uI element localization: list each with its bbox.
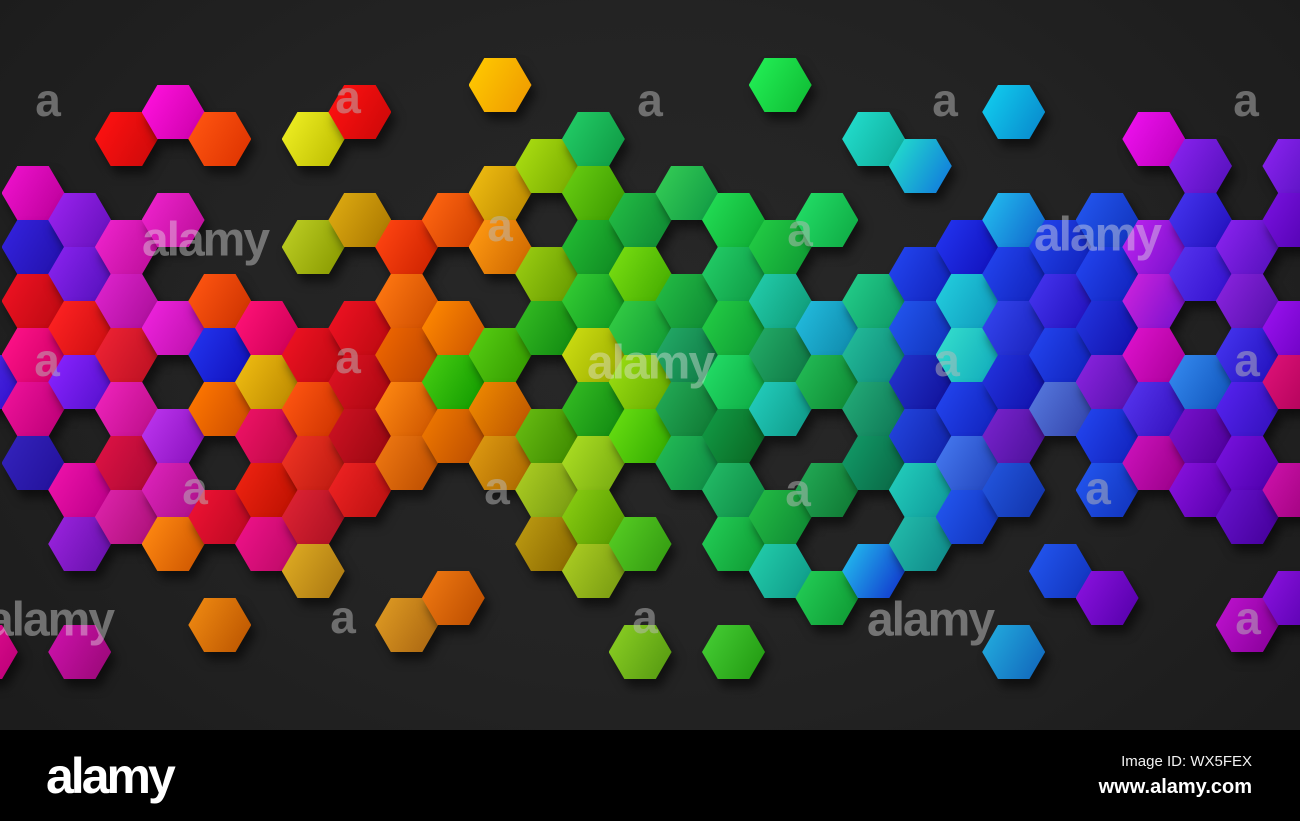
hexagon	[608, 625, 672, 679]
a-watermark: a	[34, 334, 60, 386]
hexagon	[1075, 571, 1139, 625]
footer-bar: alamy Image ID: WX5FEX www.alamy.com	[0, 730, 1300, 821]
a-watermark: a	[632, 591, 658, 643]
a-watermark: a	[330, 591, 356, 643]
hexagon	[188, 598, 252, 652]
a-watermark: a	[182, 462, 208, 514]
hexagon	[0, 625, 18, 679]
hexagon	[48, 625, 112, 679]
alamy-watermark: alamy	[0, 593, 115, 647]
a-watermark: a	[484, 462, 510, 514]
hexagon	[141, 193, 205, 247]
hexagon	[1262, 193, 1300, 247]
a-watermark: a	[787, 204, 813, 256]
image-id-text: Image ID: WX5FEX	[1121, 752, 1252, 770]
a-watermark: a	[487, 199, 513, 251]
alamy-watermark: alamy	[586, 336, 715, 390]
hexagon	[608, 517, 672, 571]
alamy-watermark: alamy	[141, 213, 270, 267]
hexagon	[888, 139, 952, 193]
hexagon	[188, 112, 252, 166]
hexagon	[1262, 301, 1300, 355]
hexagon	[561, 112, 625, 166]
a-watermark: a	[932, 74, 958, 126]
hexagon	[1262, 355, 1300, 409]
alamy-logo: alamy	[46, 747, 176, 804]
a-watermark: a	[1235, 592, 1261, 644]
hexagon	[1262, 463, 1300, 517]
footer-meta: Image ID: WX5FEX www.alamy.com	[1099, 753, 1252, 799]
a-watermark: a	[785, 464, 811, 516]
a-watermark: a	[637, 74, 663, 126]
a-watermark: a	[335, 331, 361, 383]
alamy-watermark: alamy	[1033, 208, 1162, 262]
hexagon	[1262, 139, 1300, 193]
hexagon	[421, 571, 485, 625]
hexagon	[1169, 139, 1232, 193]
hexagon	[982, 625, 1046, 679]
a-watermark: a	[934, 334, 960, 386]
hexagon	[795, 193, 859, 247]
a-watermark: a	[35, 74, 61, 126]
a-watermark: a	[335, 71, 361, 123]
alamy-watermark: alamy	[866, 593, 995, 647]
a-watermark: a	[1085, 462, 1111, 514]
hexagon	[281, 544, 345, 598]
hexagon	[982, 85, 1046, 139]
hexagon	[1262, 571, 1300, 625]
a-watermark: a	[1233, 74, 1259, 126]
hexagon	[702, 625, 765, 679]
hexagon	[982, 463, 1046, 517]
alamy-url-text: www.alamy.com	[1098, 775, 1252, 798]
a-watermark: a	[1234, 334, 1260, 386]
hexagon	[328, 85, 392, 139]
hexagon	[748, 58, 812, 112]
hexagon	[468, 58, 532, 112]
